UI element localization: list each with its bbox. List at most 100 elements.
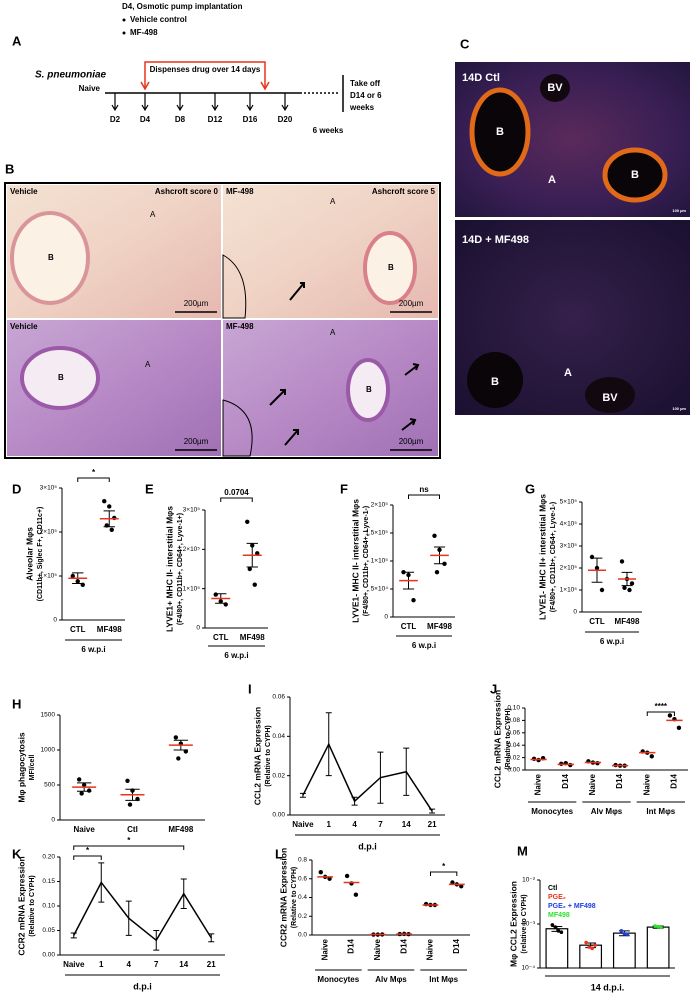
data-point (627, 587, 632, 593)
takeoff: D14 or 6 (350, 91, 382, 100)
data-point (629, 581, 635, 586)
x-axis-label: d.p.i (133, 981, 152, 991)
score: Ashcroft score 5 (372, 187, 436, 196)
data-point (127, 802, 133, 807)
significance: * (92, 468, 96, 477)
y-tick-label: 0.4 (298, 894, 307, 901)
image-label: 14D Ctl (462, 72, 500, 84)
error-bar (377, 751, 384, 804)
x-tick-label: 4 (352, 820, 357, 829)
x-tick-label: Naive (73, 825, 95, 834)
timeline-arrow (111, 93, 119, 112)
data-point (550, 923, 555, 927)
region: A (145, 360, 151, 369)
y-tick-label: 1000 (41, 747, 56, 754)
x-tick-label: 7 (378, 820, 383, 829)
legend-entry: PGE₂ + MF498 (548, 903, 596, 910)
x-tick-label: 21 (428, 820, 437, 829)
timeline-arrow (211, 93, 219, 112)
y-tick-label: 2×10⁵ (183, 546, 201, 553)
region: B (491, 376, 499, 388)
bar (646, 926, 670, 969)
y-axis-label: (Relative to CYPH) (265, 725, 272, 786)
data-point (125, 778, 130, 783)
organism: S. pneumoniae (35, 70, 107, 81)
y-tick-label: 0.00 (507, 767, 520, 774)
x-tick-label: Naive (588, 773, 597, 795)
data-point (255, 551, 260, 556)
data-point (676, 725, 682, 731)
y-axis-label: (Relative to CYPH) (29, 875, 36, 936)
data-point (344, 873, 350, 879)
x-tick-label: 14 (402, 820, 411, 829)
x-tick-label: 4 (127, 960, 132, 969)
image-label: 14D + MF498 (462, 234, 529, 246)
y-tick-label: 0.02 (507, 754, 520, 761)
x-tick-label: D14 (615, 773, 624, 788)
y-tick-label: 1×10⁵ (183, 585, 201, 592)
takeoff: weeks (349, 103, 375, 112)
y-axis-label: CCR2 mRNA Expression (278, 848, 288, 947)
y-tick-label: 0.10 (42, 903, 55, 910)
scale: 100 µm (672, 208, 686, 213)
error-bar (351, 796, 358, 806)
bronchiole (467, 352, 523, 408)
x-tick-label: CTL (589, 617, 605, 626)
y-tick-label: 0.04 (272, 733, 285, 740)
image-label: Vehicle (10, 187, 38, 196)
data-point (76, 777, 82, 782)
scale: 200µm (399, 437, 424, 446)
y-tick-label: 1×10⁵ (560, 587, 578, 594)
group-label: 6 w.p.i (224, 651, 248, 660)
data-point (107, 504, 112, 509)
region: B (48, 253, 54, 262)
error-bar (70, 932, 77, 939)
x-tick-label: 21 (207, 960, 216, 969)
panel-letter: K (12, 846, 22, 861)
bullet-text: Vehicle control (130, 15, 187, 24)
region: B (58, 373, 64, 382)
significance-bracket (408, 494, 440, 499)
panel-letter: C (460, 36, 470, 51)
y-tick-label: 10⁻³ (522, 921, 536, 928)
end-label: 6 weeks (313, 126, 344, 135)
group-label: Int Mφs (646, 807, 675, 816)
group-label: Alv Mφs (375, 975, 407, 984)
scale: 200µm (184, 299, 209, 308)
y-axis-label: (F4/80+, CD11b+, CD64+, Lyve-1-) (550, 502, 557, 612)
airspace (222, 254, 247, 319)
bronchiole (363, 231, 417, 305)
significance: ns (419, 485, 429, 494)
region: B (388, 263, 394, 272)
data-point (318, 869, 323, 875)
panel-letter: A (12, 33, 22, 48)
data-point (252, 582, 257, 587)
error-bar (153, 930, 160, 951)
x-tick-label: Naive (534, 773, 543, 795)
y-tick-label: 0.6 (298, 875, 307, 882)
x-tick-label: MF498 (427, 622, 452, 631)
y-axis-label: (Relative to CYPH) (291, 867, 298, 928)
y-tick-label: 1.5×10⁵ (365, 530, 388, 537)
y-axis-label: CCL2 mRNA Expression (252, 707, 262, 805)
data-point (599, 587, 605, 593)
timepoint: D8 (175, 115, 186, 124)
vessel (585, 377, 635, 413)
airspace (222, 399, 253, 457)
x-tick-label: D14 (452, 938, 461, 953)
y-axis-label: CCR2 mRNA Expression (16, 856, 26, 955)
y-tick-label: 0 (573, 609, 577, 616)
legend-entry: Ctl (548, 885, 557, 892)
data-point (450, 880, 455, 885)
significance-bracket (73, 855, 102, 860)
significance-bracket (77, 477, 110, 482)
y-tick-label: 0.08 (507, 717, 520, 724)
histology-image (223, 320, 438, 456)
region: A (330, 197, 336, 206)
data-point (559, 930, 564, 935)
data-point (176, 756, 181, 761)
x-tick-label: MF498 (240, 633, 265, 642)
data-point (109, 527, 114, 532)
group-label: 6 w.p.i (81, 645, 105, 654)
y-tick-label: 0.00 (272, 812, 285, 819)
